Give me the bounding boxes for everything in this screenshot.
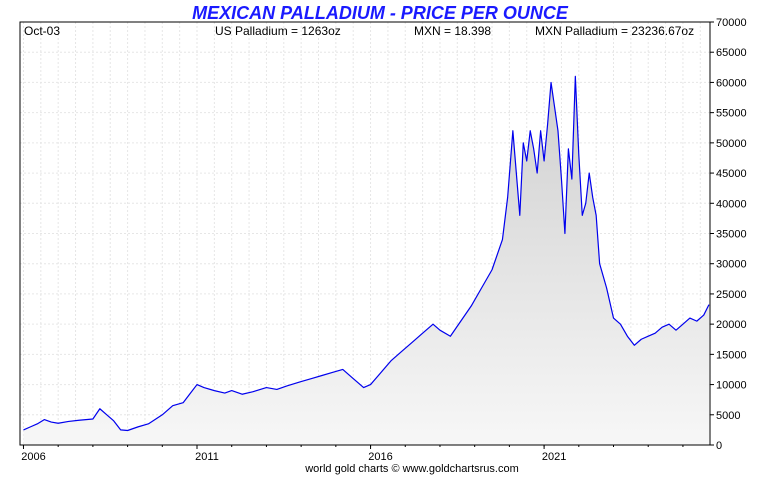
mxn-rate-label: MXN = 18.398 [414,24,491,38]
x-tick-label: 2021 [542,451,566,463]
x-tick-label: 2016 [368,451,392,463]
y-tick-label: 70000 [716,17,747,29]
y-tick-label: 25000 [716,289,747,301]
series-layer [23,75,710,445]
y-tick-label: 5000 [716,410,740,422]
y-tick-label: 40000 [716,198,747,210]
y-tick-label: 65000 [716,47,747,59]
chart-title: MEXICAN PALLADIUM - PRICE PER OUNCE [192,3,569,23]
y-tick-label: 60000 [716,77,747,89]
y-tick-label: 30000 [716,259,747,271]
date-label: Oct-03 [24,24,60,38]
footer-credit: world gold charts © www.goldchartsrus.co… [304,463,519,475]
y-tick-label: 50000 [716,138,747,150]
y-axis: 0 5000 10000 15000 20000 25000 30000 35000 40000… [710,17,747,452]
series-line [23,75,710,432]
x-tick-label: 2011 [195,451,219,463]
y-tick-label: 10000 [716,380,747,392]
mxn-palladium-label: MXN Palladium = 23236.67oz [535,24,694,38]
x-axis: 2006 2011 2016 2021 [21,445,684,463]
y-tick-label: 20000 [716,319,747,331]
y-tick-label: 0 [716,440,722,452]
us-palladium-label: US Palladium = 1263oz [215,24,341,38]
y-tick-label: 55000 [716,108,747,120]
x-tick-label: 2006 [21,451,45,463]
y-tick-label: 35000 [716,229,747,241]
y-tick-label: 45000 [716,168,747,180]
y-tick-label: 15000 [716,349,747,361]
